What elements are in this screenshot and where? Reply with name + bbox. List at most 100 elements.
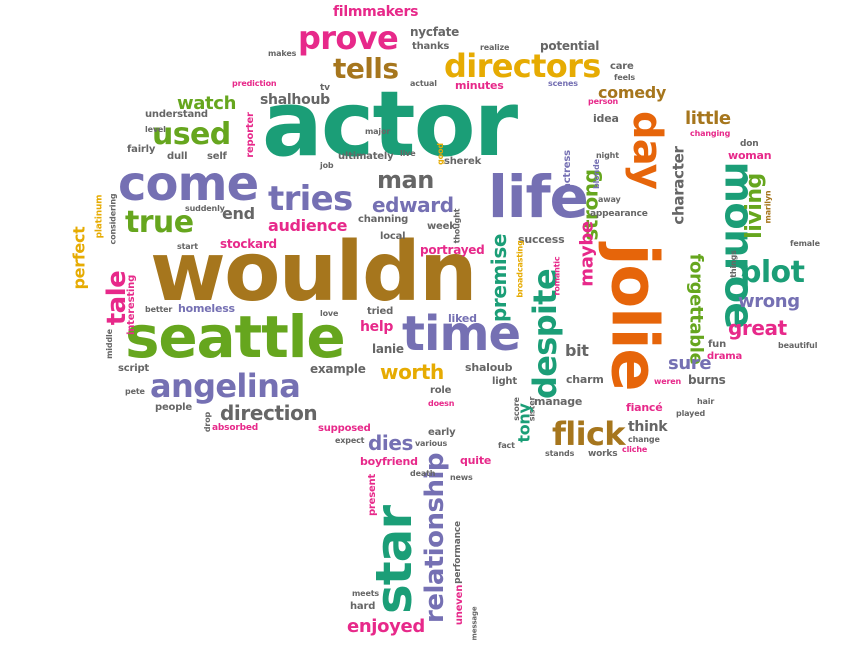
word-tries: tries	[268, 179, 353, 219]
word-direction: direction	[220, 401, 318, 425]
word-potential: potential	[540, 39, 600, 53]
word-marilyn: marilyn	[763, 190, 773, 224]
word-female: female	[790, 239, 820, 248]
word-uneven: uneven	[454, 584, 466, 626]
word-nycfate: nycfate	[410, 25, 459, 39]
word-night: night	[596, 151, 619, 160]
word-fairly: fairly	[127, 144, 156, 155]
word-shalhoub: shalhoub	[260, 92, 330, 108]
word-actress: actress	[561, 150, 573, 190]
word-man: man	[377, 166, 434, 194]
word-actual: actual	[410, 79, 437, 88]
word-flick: flick	[552, 415, 626, 453]
word-true: true	[125, 205, 194, 240]
word-woman: woman	[728, 149, 772, 162]
word-manage: manage	[534, 395, 583, 408]
word-end: end	[222, 204, 255, 223]
word-various: various	[415, 439, 448, 448]
word-edward: edward	[372, 193, 454, 217]
word-tv: tv	[320, 83, 330, 93]
word-tried: tried	[367, 306, 394, 317]
word-level: level	[145, 125, 166, 134]
word-light: light	[492, 376, 517, 387]
word-homeless: homeless	[178, 302, 235, 315]
word-scenes: scenes	[548, 79, 578, 88]
word-romantic: romantic	[552, 256, 562, 296]
word-time: time	[402, 306, 521, 362]
word-weren: weren	[654, 377, 682, 386]
word-fact: fact	[498, 441, 515, 450]
word-job: job	[320, 161, 334, 170]
word-hard: hard	[350, 601, 376, 612]
word-sure: sure	[668, 353, 712, 374]
word-maybe: maybe	[576, 221, 598, 287]
word-news: news	[450, 473, 473, 482]
word-directors: directors	[444, 47, 601, 85]
word-enjoyed: enjoyed	[347, 616, 425, 637]
word-drop: drop	[203, 411, 213, 433]
word-minutes: minutes	[455, 79, 504, 92]
word-love: love	[320, 309, 339, 318]
word-lanie: lanie	[372, 342, 404, 356]
word-hair: hair	[697, 397, 715, 406]
word-reporter: reporter	[244, 112, 256, 158]
word-come: come	[118, 156, 259, 212]
word-thought: thought	[452, 208, 462, 244]
word-stands: stands	[545, 449, 575, 458]
word-blonde: blonde	[591, 159, 601, 189]
word-changing: changing	[690, 129, 731, 138]
word-thanks: thanks	[412, 41, 450, 52]
word-change: change	[628, 435, 660, 444]
word-middle: middle	[104, 329, 114, 359]
word-filmmakers: filmmakers	[333, 4, 419, 20]
word-prediction: prediction	[232, 79, 277, 88]
word-drama: drama	[707, 351, 743, 362]
word-away: away	[598, 195, 621, 204]
word-doesn: doesn	[428, 399, 455, 408]
word-channing: channing	[358, 214, 409, 225]
word-fun: fun	[708, 339, 726, 350]
word-things: things	[728, 250, 738, 278]
word-quite: quite	[460, 454, 492, 467]
word-played: played	[676, 409, 706, 418]
word-relationship: relationship	[419, 453, 450, 623]
word-worth: worth	[380, 360, 444, 384]
word-idea: idea	[593, 112, 619, 125]
word-tony: tony	[514, 403, 534, 443]
word-beautiful: beautiful	[778, 341, 818, 350]
word-dull: dull	[167, 151, 188, 162]
word-wouldn: wouldn	[150, 225, 477, 320]
word-shaloub: shaloub	[465, 361, 513, 374]
word-suddenly: suddenly	[185, 204, 225, 213]
word-boyfriend: boyfriend	[360, 455, 418, 468]
word-appearance: appearance	[590, 209, 648, 219]
word-supposed: supposed	[318, 423, 371, 434]
word-cliche: cliche	[622, 445, 648, 454]
word-script: script	[118, 363, 149, 374]
word-platinum: platinum	[94, 194, 105, 239]
word-comedy: comedy	[598, 83, 666, 102]
word-understand: understand	[145, 109, 208, 120]
word-better: better	[145, 305, 173, 314]
word-role: role	[430, 385, 452, 396]
word-angelina: angelina	[150, 367, 301, 405]
word-care: care	[610, 61, 634, 72]
word-burns: burns	[688, 373, 726, 387]
word-absorbed: absorbed	[212, 423, 259, 433]
word-self: self	[207, 151, 227, 162]
word-day: day	[624, 110, 671, 190]
word-perfect: perfect	[69, 226, 89, 290]
word-plot: plot	[740, 255, 805, 290]
word-help: help	[360, 319, 394, 335]
word-jolie: jolie	[596, 243, 671, 391]
word-performance: performance	[452, 521, 463, 584]
word-wrong: wrong	[738, 291, 800, 312]
word-watch: watch	[177, 93, 237, 114]
word-liked: liked	[448, 312, 477, 325]
word-considering: considering	[108, 193, 118, 245]
word-used: used	[152, 117, 231, 152]
word-seattle: seattle	[125, 303, 346, 371]
word-present: present	[367, 473, 379, 517]
word-local: local	[380, 231, 406, 242]
word-life: life	[488, 163, 589, 231]
